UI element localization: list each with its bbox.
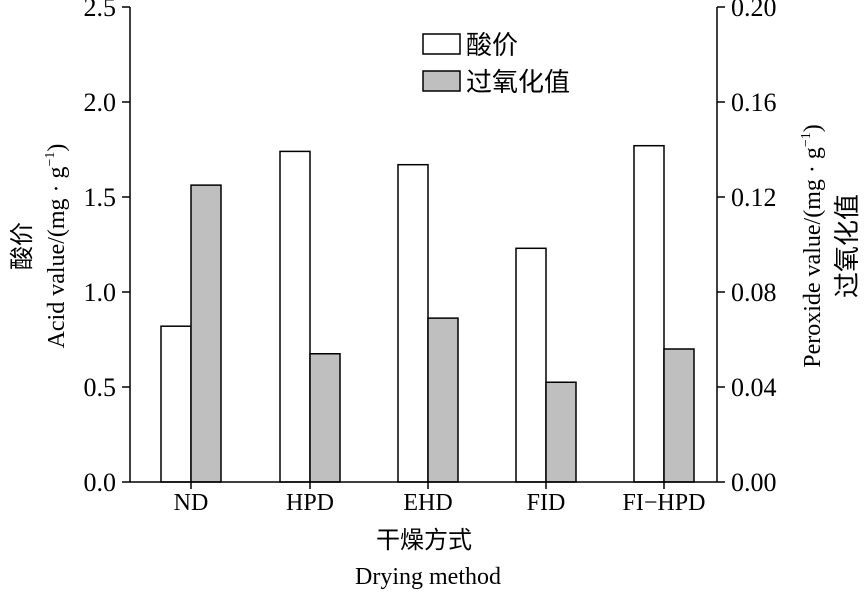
x-axis-title: Drying method [355,564,501,590]
right-tick-label: 0.20 [731,0,777,22]
bar-peroxide [190,184,222,483]
left-tick-label: 2.0 [84,88,117,117]
right-tick-label: 0.16 [731,88,777,117]
left-axis-title-cn: 酸价 [9,222,36,270]
x-tick-label: HPD [286,490,334,516]
left-axis-title: Acid value/(mg · g−1) [43,144,70,349]
x-axis-title-cn: 干燥方式 [376,527,472,554]
left-tick-label: 1.0 [84,278,117,307]
x-tick-label: FI−HPD [623,490,706,516]
bar-acid [397,163,429,483]
bar-peroxide [545,381,577,483]
legend-label-peroxide: 过氧化值 [466,68,570,97]
right-tick-label: 0.04 [731,373,777,402]
right-axis-title: Peroxide value/(mg · g−1) [799,124,826,368]
legend: 酸价 过氧化值 [422,31,570,97]
x-tick-label: EHD [403,490,452,516]
bar-peroxide [427,317,459,483]
x-tick-label: ND [174,490,209,516]
left-tick-label: 1.5 [84,183,117,212]
legend-swatch-acid [422,33,461,55]
bar-acid [279,150,311,483]
left-tick-label: 2.5 [84,0,117,22]
bar-acid [633,144,665,483]
left-tick-label: 0.5 [84,373,117,402]
bar-peroxide [663,348,695,483]
bar-peroxide [309,353,341,483]
x-tick-label: FID [527,490,566,516]
left-tick-label: 0.0 [84,468,117,497]
legend-swatch-peroxide [422,70,461,92]
right-axis-title-cn: 过氧化值 [833,194,862,298]
right-tick-label: 0.08 [731,278,777,307]
bar-acid [160,325,192,483]
legend-label-acid: 酸价 [466,31,518,60]
bar-acid [515,247,547,483]
right-tick-label: 0.12 [731,183,777,212]
right-tick-label: 0.00 [731,468,777,497]
